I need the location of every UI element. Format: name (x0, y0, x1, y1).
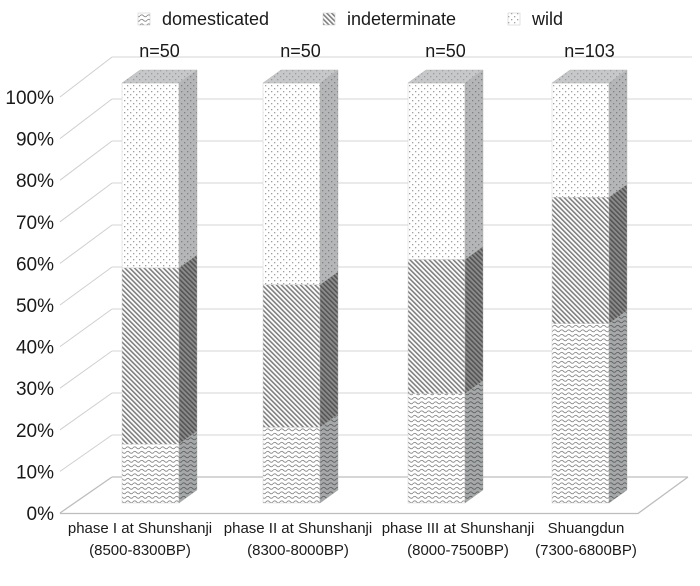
floor-edge (60, 476, 689, 515)
legend-swatch-indeterminate-icon (322, 12, 336, 26)
y-axis-tick-label: 80% (16, 171, 54, 192)
bars-layer (121, 69, 628, 504)
bar-2-segment-domesticated-side (319, 414, 339, 504)
bar-3-segment-wild (407, 82, 466, 260)
bar-count-label: n=50 (425, 41, 466, 61)
y-axis-tick-label: 20% (16, 421, 54, 442)
bar-3-top-face (407, 69, 484, 84)
bar-count-label: n=50 (280, 41, 321, 61)
axis-tick-line (59, 392, 113, 431)
category-label: phase II at Shunshanji (224, 520, 372, 537)
axis-labels-layer: n=50 phase I at Shunshanji (8500-8300BP) n=… (5, 41, 636, 559)
chart-floor (60, 476, 689, 515)
bar-2-segment-domesticated (262, 427, 321, 504)
legend-swatch-wild-icon (507, 12, 521, 26)
bar-count-label: n=50 (139, 41, 180, 61)
bar-4-segment-wild-side (608, 69, 628, 198)
bar-2-top-face (262, 69, 339, 84)
y-axis-tick-label: 10% (16, 462, 54, 483)
bar-4-segment-wild (551, 82, 610, 198)
bar-4-segment-indeterminate (551, 196, 610, 324)
bar-3-segment-indeterminate (407, 259, 466, 395)
bar-1-segment-domesticated (121, 443, 180, 504)
legend: domesticated indeterminate wild (137, 9, 563, 29)
axis-tick-line (59, 182, 113, 223)
category-label: phase III at Shunshanji (382, 520, 535, 537)
bar-1-segment-wild-side (178, 69, 198, 269)
bar-2-segment-wild (262, 82, 321, 285)
bar-4-segment-domesticated-side (608, 310, 628, 504)
axis-tick-line (59, 266, 113, 306)
legend-label: wild (531, 9, 563, 29)
y-axis-tick-label: 0% (27, 504, 55, 525)
axis-tick-line (59, 434, 113, 472)
y-axis-tick-label: 60% (16, 254, 54, 275)
axis-tick-line (59, 350, 113, 389)
bar-4-segment-indeterminate-side (608, 183, 628, 325)
y-axis-tick-label: 50% (16, 296, 54, 317)
category-sublabel: (8300-8000BP) (247, 542, 349, 559)
legend-label: domesticated (162, 9, 269, 29)
y-axis-tick-label: 70% (16, 213, 54, 234)
y-axis-tick-label: 90% (16, 130, 54, 151)
bar-3-segment-wild-side (464, 69, 484, 260)
legend-swatch-domesticated-icon (137, 12, 151, 26)
axis-tick-line (59, 98, 113, 139)
axis-tick-line (59, 308, 113, 348)
axis-tick-line (59, 224, 113, 264)
category-sublabel: (7300-6800BP) (535, 542, 637, 559)
bar-1-segment-wild (121, 82, 180, 269)
bar-2-segment-indeterminate (262, 284, 321, 428)
category-label: Shuangdun (548, 520, 625, 537)
category-sublabel: (8000-7500BP) (407, 542, 509, 559)
legend-label: indeterminate (347, 9, 456, 29)
bar-1-top-face (121, 69, 198, 84)
y-axis-tick-label: 30% (16, 379, 54, 400)
bar-4-top-face (551, 69, 628, 84)
bar-count-label: n=103 (564, 41, 615, 61)
bar-3-segment-domesticated-side (464, 380, 484, 504)
bar-1-segment-indeterminate (121, 267, 180, 445)
bar-2-segment-indeterminate-side (319, 271, 339, 428)
bar-3-segment-indeterminate-side (464, 246, 484, 395)
axis-tick-line (59, 56, 113, 98)
bar-1-segment-indeterminate-side (178, 254, 198, 445)
bar-2-segment-wild-side (319, 69, 339, 285)
axis-tick-line (59, 140, 113, 181)
y-axis-tick-label: 40% (16, 338, 54, 359)
category-sublabel: (8500-8300BP) (89, 542, 191, 559)
bar-4-segment-domesticated (551, 323, 610, 504)
y-axis-tick-label: 100% (5, 88, 54, 109)
axis-tick-line (59, 476, 113, 514)
bar-3-segment-domesticated (407, 393, 466, 504)
category-label: phase I at Shunshanji (68, 520, 212, 537)
